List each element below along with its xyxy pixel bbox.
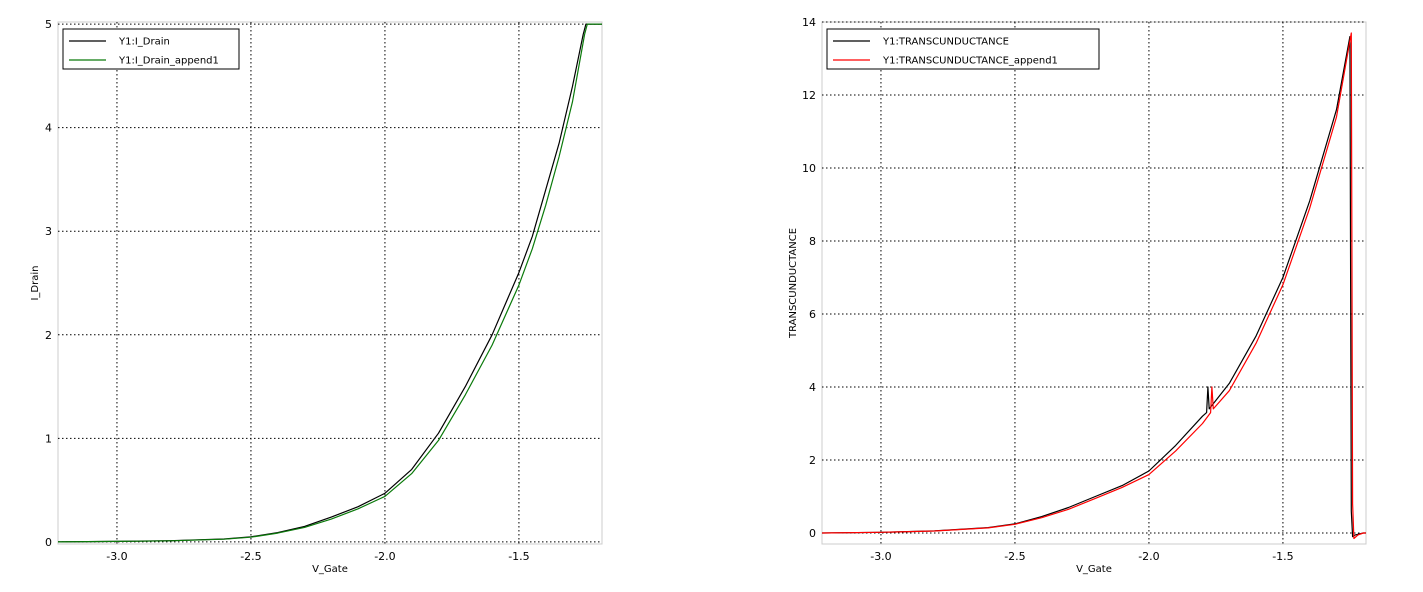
chart-2-series-line-2 bbox=[822, 32, 1366, 540]
chart-2-x-tick-label: -3.0 bbox=[870, 550, 891, 563]
chart-2-legend-box bbox=[826, 28, 1100, 70]
chart-1-legend-label-1: Y1:I_Drain bbox=[118, 37, 170, 48]
chart-2-y-tick-label: 6 bbox=[809, 308, 816, 321]
chart-1-y-tick-label: 5 bbox=[45, 18, 52, 31]
chart-1-x-tick-label: -1.5 bbox=[508, 550, 529, 563]
chart-1-legend-label-2: Y1:I_Drain_append1 bbox=[118, 56, 219, 67]
chart-2-x-tick-label: -1.5 bbox=[1272, 550, 1293, 563]
chart-2-plot-area bbox=[821, 21, 1367, 545]
chart-2-legend-label-2: Y1:TRANSCUNDUCTANCE_append1 bbox=[882, 56, 1058, 67]
chart-2-y-axis-label: TRANSCUNDUCTANCE bbox=[788, 228, 799, 339]
chart-1-legend-box bbox=[62, 28, 240, 70]
chart-2-y-tick-label: 14 bbox=[802, 16, 816, 29]
chart-2-y-tick-label: 0 bbox=[809, 527, 816, 540]
chart-1-x-tick-label: -2.5 bbox=[240, 550, 261, 563]
chart-1-x-axis-label: V_Gate bbox=[312, 564, 348, 575]
chart-2-legend-label-1: Y1:TRANSCUNDUCTANCE bbox=[882, 37, 1009, 48]
chart-1-y-tick-label: 1 bbox=[45, 432, 52, 445]
chart-1-x-tick-label: -2.0 bbox=[374, 550, 395, 563]
chart-1-y-tick-label: 4 bbox=[45, 122, 52, 135]
chart-1: -3.0 -2.5 -2.0 -1.5 0 1 2 3 4 5 V_Gate I_Drain Y1:I_… bbox=[30, 18, 603, 575]
chart-2-x-tick-label: -2.0 bbox=[1138, 550, 1159, 563]
chart-2-legend: Y1:TRANSCUNDUCTANCE Y1:TRANSCUNDUCTANCE_a… bbox=[826, 28, 1100, 70]
chart-1-y-tick-label: 2 bbox=[45, 329, 52, 342]
chart-1-plot-area bbox=[57, 21, 603, 545]
chart-2-series-group bbox=[822, 32, 1366, 540]
chart-1-y-tick-label: 0 bbox=[45, 536, 52, 549]
chart-1-y-tick-label: 3 bbox=[45, 225, 52, 238]
chart-2-y-tick-label: 2 bbox=[809, 454, 816, 467]
chart-2-y-tick-label: 12 bbox=[802, 89, 816, 102]
chart-1-y-axis-label: I_Drain bbox=[30, 265, 41, 300]
chart-2: -3.0 -2.5 -2.0 -1.5 0 2 4 6 8 10 12 14 V_Gate TRANSCU… bbox=[788, 16, 1367, 575]
chart-2-x-axis-label: V_Gate bbox=[1076, 564, 1112, 575]
chart-1-legend: Y1:I_Drain Y1:I_Drain_append1 bbox=[62, 28, 240, 70]
chart-2-y-tick-label: 8 bbox=[809, 235, 816, 248]
chart-1-x-tick-label: -3.0 bbox=[106, 550, 127, 563]
chart-1-series-line-2 bbox=[58, 23, 602, 543]
chart-2-y-tick-label: 4 bbox=[809, 381, 816, 394]
chart-2-x-tick-label: -2.5 bbox=[1004, 550, 1025, 563]
chart-2-y-tick-label: 10 bbox=[802, 162, 816, 175]
chart-1-series-group bbox=[58, 23, 602, 543]
